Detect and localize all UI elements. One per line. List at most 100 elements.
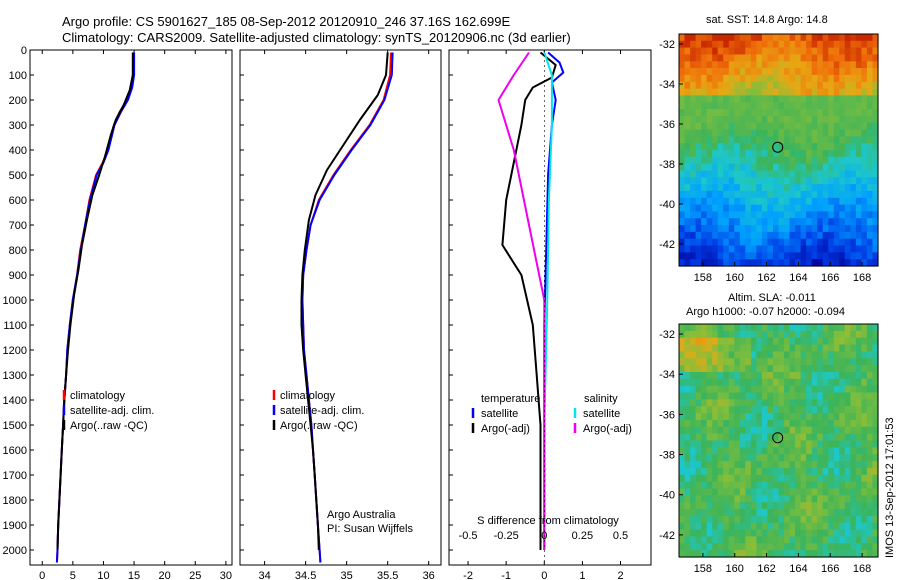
sla-map-subtitle: Argo h1000: -0.07 h2000: -0.094 xyxy=(686,306,846,318)
temperature-ytick-label: 1700 xyxy=(3,470,27,482)
sst-map-ytick-label: -34 xyxy=(659,79,675,91)
temperature-ytick-label: 0 xyxy=(21,45,27,57)
difference-xtick-label: 2 xyxy=(617,570,623,580)
difference-xtick-label: -2 xyxy=(463,570,473,580)
sla-map-heatmap-field xyxy=(679,324,879,558)
difference-series-3 xyxy=(497,51,546,550)
salinity-legend-label: climatology xyxy=(280,390,336,402)
sst-map-title: sat. SST: 14.8 Argo: 14.8 xyxy=(706,14,828,26)
sla-map-xtick-label: 168 xyxy=(853,563,871,575)
sla-map-ytick-label: -34 xyxy=(659,369,675,381)
temperature-xtick-label: 30 xyxy=(220,570,232,580)
temperature-ytick-label: 1600 xyxy=(3,445,27,457)
sst-map-xtick-label: 164 xyxy=(789,272,807,284)
difference-legend-label: Argo(-adj) xyxy=(583,423,632,435)
sla-map-argo-marker xyxy=(772,432,784,444)
salinity-legend-label: satellite-adj. clim. xyxy=(280,405,364,417)
difference-xtick-label: 1 xyxy=(579,570,585,580)
difference-xtick-label: -1 xyxy=(501,570,511,580)
difference-x2tick-label: 0.25 xyxy=(572,530,593,542)
temperature-ytick-label: 200 xyxy=(9,95,27,107)
difference-axes-box xyxy=(448,49,652,566)
temperature-xtick-label: 5 xyxy=(70,570,76,580)
sla-map-ytick-label: -32 xyxy=(659,329,675,341)
difference-x2tick-label: -0.25 xyxy=(494,530,519,542)
temperature-xtick-label: 25 xyxy=(189,570,201,580)
temperature-series-2 xyxy=(56,52,134,551)
salinity-xtick-label: 34.5 xyxy=(295,570,316,580)
salinity-xtick-label: 35 xyxy=(341,570,353,580)
temperature-ytick-label: 500 xyxy=(9,170,27,182)
temperature-xtick-label: 15 xyxy=(128,570,140,580)
temperature-xtick-label: 0 xyxy=(39,570,45,580)
temperature-ytick-label: 1800 xyxy=(3,495,27,507)
temperature-ytick-label: 2000 xyxy=(3,545,27,557)
salinity-series-2 xyxy=(300,52,389,551)
sst-map-heatmap-field xyxy=(679,34,879,267)
temperature-ytick-label: 1300 xyxy=(3,370,27,382)
sla-map-xtick-label: 164 xyxy=(789,563,807,575)
difference-x2tick-label: -0.5 xyxy=(459,530,478,542)
salinity-axes-box xyxy=(239,49,442,566)
temperature-ytick-label: 400 xyxy=(9,145,27,157)
sla-map-xtick-label: 166 xyxy=(821,563,839,575)
difference-legend-label: satellite xyxy=(481,408,518,420)
difference-x2tick-label: 0.5 xyxy=(613,530,628,542)
sst-map-ytick-label: -32 xyxy=(659,39,675,51)
temperature-legend-label: satellite-adj. clim. xyxy=(70,405,154,417)
sst-map-ytick-label: -42 xyxy=(659,239,675,251)
temperature-axes-box xyxy=(29,49,233,566)
temperature-xtick-label: 10 xyxy=(97,570,109,580)
sst-map-xtick-label: 158 xyxy=(694,272,712,284)
temperature-ytick-label: 600 xyxy=(9,195,27,207)
temperature-ytick-label: 1100 xyxy=(3,320,27,332)
temperature-ytick-label: 1000 xyxy=(3,295,27,307)
difference-legend-header-salinity: salinity xyxy=(584,393,618,405)
salinity-xtick-label: 34 xyxy=(258,570,270,580)
temperature-ytick-label: 900 xyxy=(9,270,27,282)
temperature-ytick-label: 1900 xyxy=(3,520,27,532)
salinity-annotation: Argo Australia xyxy=(327,509,396,521)
sst-map-frame xyxy=(678,33,879,267)
difference-legend-label: Argo(-adj) xyxy=(481,423,530,435)
salinity-annotation: PI: Susan Wijffels xyxy=(327,523,413,535)
sla-map-frame xyxy=(678,323,879,558)
difference-series-1 xyxy=(501,51,557,550)
sst-map-ytick-label: -38 xyxy=(659,159,675,171)
sst-map-ytick-label: -40 xyxy=(659,199,675,211)
sla-map-xtick-label: 162 xyxy=(757,563,775,575)
sla-map-ytick-label: -40 xyxy=(659,490,675,502)
temperature-legend-label: climatology xyxy=(70,390,126,402)
difference-x2tick-label: 0 xyxy=(541,530,547,542)
temperature-ytick-label: 100 xyxy=(9,70,27,82)
temperature-ytick-label: 1500 xyxy=(3,420,27,432)
sla-map-ytick-label: -38 xyxy=(659,450,675,462)
sst-map-xtick-label: 168 xyxy=(853,272,871,284)
difference-xtick-label: 0 xyxy=(541,570,547,580)
difference-x2label: S difference from climatology xyxy=(477,515,619,527)
sst-map-xtick-label: 166 xyxy=(821,272,839,284)
salinity-xtick-label: 36 xyxy=(423,570,435,580)
salinity-legend-label: Argo(..raw -QC) xyxy=(280,420,358,432)
temperature-xtick-label: 20 xyxy=(159,570,171,580)
figure-title-line1: Argo profile: CS 5901627_185 08-Sep-2012… xyxy=(62,14,511,29)
sla-map-xtick-label: 160 xyxy=(726,563,744,575)
temperature-ytick-label: 300 xyxy=(9,120,27,132)
sla-map-ytick-label: -36 xyxy=(659,409,675,421)
salinity-xtick-label: 35.5 xyxy=(377,570,398,580)
temperature-ytick-label: 700 xyxy=(9,220,27,232)
sla-map-title: Altim. SLA: -0.011 xyxy=(728,292,816,304)
sla-map-ytick-label: -42 xyxy=(659,530,675,542)
temperature-legend-label: Argo(..raw -QC) xyxy=(70,420,148,432)
sst-map-xtick-label: 162 xyxy=(757,272,775,284)
temperature-ytick-label: 800 xyxy=(9,245,27,257)
sst-map-argo-marker xyxy=(772,141,784,153)
difference-legend-header-temperature: temperature xyxy=(481,393,540,405)
sst-map-xtick-label: 160 xyxy=(726,272,744,284)
sst-map-ytick-label: -36 xyxy=(659,119,675,131)
sla-map-xtick-label: 158 xyxy=(694,563,712,575)
temperature-ytick-label: 1400 xyxy=(3,395,27,407)
figure-title-line2: Climatology: CARS2009. Satellite-adjuste… xyxy=(62,30,571,45)
difference-legend-label: satellite xyxy=(583,408,620,420)
